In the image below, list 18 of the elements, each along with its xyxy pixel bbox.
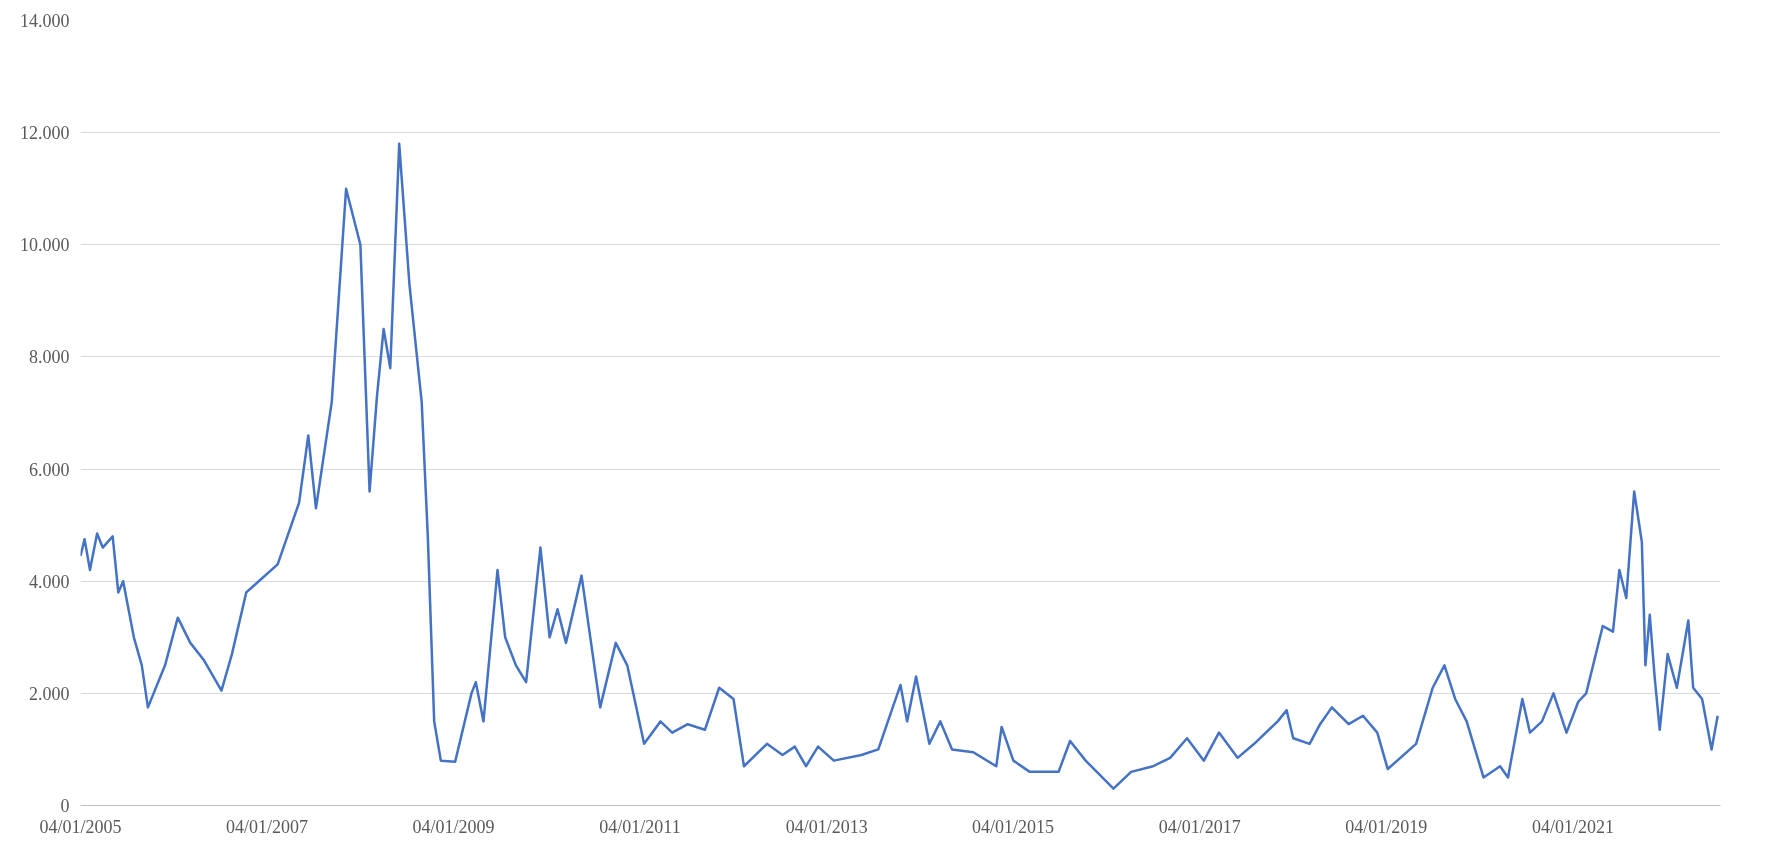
y-tick-label: 10.000 [20, 235, 70, 256]
x-tick-label: 04/01/2019 [1345, 816, 1428, 837]
y-tick-label: 6.000 [29, 459, 70, 480]
x-tick-label: 04/01/2013 [785, 816, 868, 837]
line-series [80, 142, 1719, 790]
x-tick-label: 04/01/2005 [39, 816, 122, 837]
y-tick-label: 0 [60, 796, 70, 816]
y-tick-label: 12.000 [20, 123, 70, 144]
y-tick-label: 2.000 [29, 683, 70, 704]
y-tick-label: 14.000 [20, 11, 70, 31]
y-tick-label: 4.000 [29, 571, 70, 592]
x-tick-label: 04/01/2017 [1158, 816, 1241, 837]
x-tick-label: 04/01/2021 [1531, 816, 1614, 837]
x-tick-label: 04/01/2015 [972, 816, 1055, 837]
x-tick-label: 04/01/2007 [225, 816, 308, 837]
y-tick-label: 8.000 [29, 347, 70, 368]
x-tick-label: 04/01/2011 [599, 816, 681, 837]
x-tick-label: 04/01/2009 [412, 816, 495, 837]
